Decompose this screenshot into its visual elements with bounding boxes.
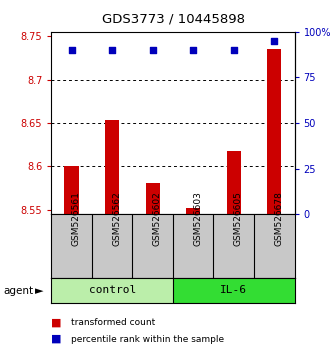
Bar — [267, 49, 281, 214]
Bar — [65, 166, 79, 214]
Bar — [186, 208, 200, 214]
Text: GDS3773 / 10445898: GDS3773 / 10445898 — [102, 12, 245, 25]
Point — [150, 47, 155, 53]
Text: percentile rank within the sample: percentile rank within the sample — [71, 335, 224, 344]
Text: GSM526605: GSM526605 — [234, 191, 243, 246]
Point — [110, 47, 115, 53]
Point — [69, 47, 74, 53]
Text: ■: ■ — [51, 334, 62, 344]
Bar — [227, 151, 241, 214]
Text: GSM526602: GSM526602 — [153, 191, 162, 246]
Text: ■: ■ — [51, 318, 62, 328]
Text: GSM526603: GSM526603 — [193, 191, 202, 246]
Text: GSM526678: GSM526678 — [274, 191, 283, 246]
Bar — [146, 183, 160, 214]
Text: IL-6: IL-6 — [220, 285, 247, 295]
Point — [231, 47, 236, 53]
Text: ►: ► — [35, 286, 43, 296]
Text: GSM526561: GSM526561 — [71, 191, 80, 246]
Bar — [51, 278, 173, 303]
Text: control: control — [88, 285, 136, 295]
Bar — [173, 278, 295, 303]
Text: GSM526562: GSM526562 — [112, 191, 121, 246]
Text: transformed count: transformed count — [71, 318, 156, 327]
Point — [191, 47, 196, 53]
Point — [272, 38, 277, 44]
Bar — [105, 120, 119, 214]
Text: agent: agent — [3, 286, 33, 296]
